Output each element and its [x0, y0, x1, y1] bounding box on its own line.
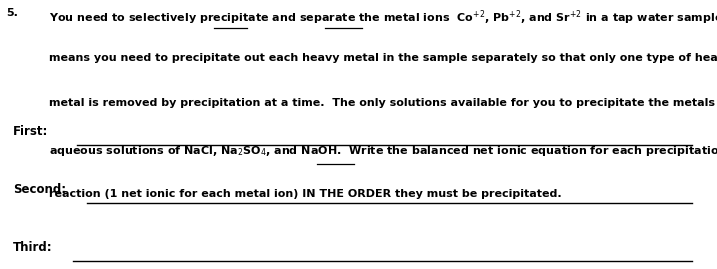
Text: 5.: 5. — [6, 8, 18, 18]
Text: Second:: Second: — [13, 183, 66, 196]
Text: You need to selectively precipitate and separate the metal ions  Co$^{+2}$, Pb$^: You need to selectively precipitate and … — [49, 8, 717, 27]
Text: metal is removed by precipitation at a time.  The only solutions available for y: metal is removed by precipitation at a t… — [49, 98, 717, 108]
Text: means you need to precipitate out each heavy metal in the sample separately so t: means you need to precipitate out each h… — [49, 53, 717, 63]
Text: Third:: Third: — [13, 241, 52, 254]
Text: aqueous solutions of NaCl, Na$_2$SO$_4$, and NaOH.  Write the balanced net ionic: aqueous solutions of NaCl, Na$_2$SO$_4$,… — [49, 144, 717, 158]
Text: First:: First: — [13, 125, 48, 138]
Text: reaction (1 net ionic for each metal ion) IN THE ORDER they must be precipitated: reaction (1 net ionic for each metal ion… — [49, 189, 561, 199]
